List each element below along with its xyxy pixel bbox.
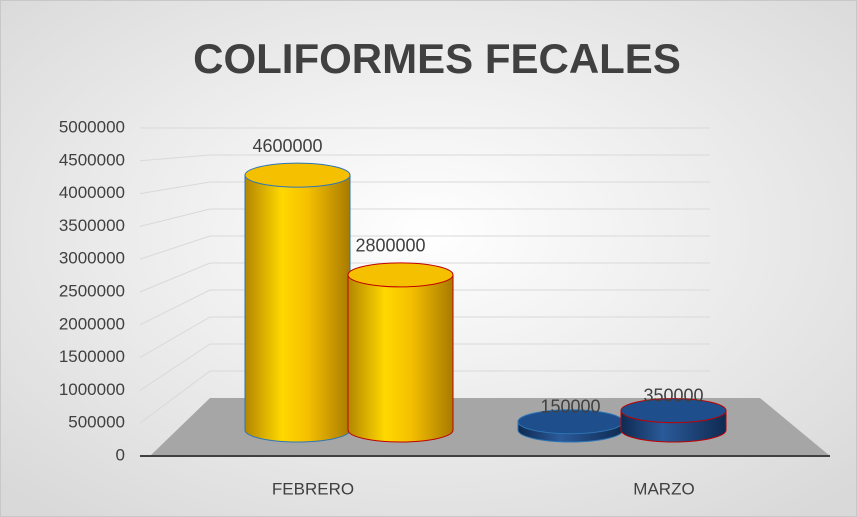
grid-line: [139, 370, 710, 424]
bar-top: [244, 162, 351, 188]
y-tick-label: 500000: [68, 413, 125, 432]
chart-title: COLIFORMES FECALES: [193, 35, 681, 82]
data-label: 150000: [540, 396, 600, 416]
y-tick-label: 2000000: [59, 314, 125, 333]
y-tick-label: 4500000: [59, 150, 125, 169]
bar-top: [347, 262, 454, 288]
x-tick-label: FEBRERO: [272, 479, 354, 498]
bar-top: [620, 398, 727, 424]
grid-line: [139, 316, 710, 359]
y-tick-label: 4000000: [59, 183, 125, 202]
y-tick-label: 1000000: [59, 380, 125, 399]
data-label: 2800000: [355, 236, 425, 256]
grid-line: [139, 208, 710, 227]
bar: [244, 174, 351, 443]
y-tick-label: 2500000: [59, 281, 125, 300]
data-label: 350000: [643, 385, 703, 405]
y-tick-label: 1500000: [59, 347, 125, 366]
grid-line: [139, 235, 710, 260]
y-tick-label: 0: [116, 445, 125, 464]
grid-line: [139, 154, 710, 162]
grid-line: [139, 262, 710, 293]
y-tick-label: 3500000: [59, 216, 125, 235]
x-tick-label: MARZO: [633, 479, 694, 498]
bar: [347, 274, 454, 443]
plot: 4600000 2800000 150000 350000: [244, 136, 727, 443]
grid-line: [139, 343, 710, 391]
data-label: 4600000: [252, 136, 322, 156]
grid: [139, 127, 710, 424]
y-tick-label: 3000000: [59, 249, 125, 268]
grid-line: [139, 289, 710, 326]
grid-line: [139, 181, 710, 195]
y-tick-label: 5000000: [59, 117, 125, 136]
